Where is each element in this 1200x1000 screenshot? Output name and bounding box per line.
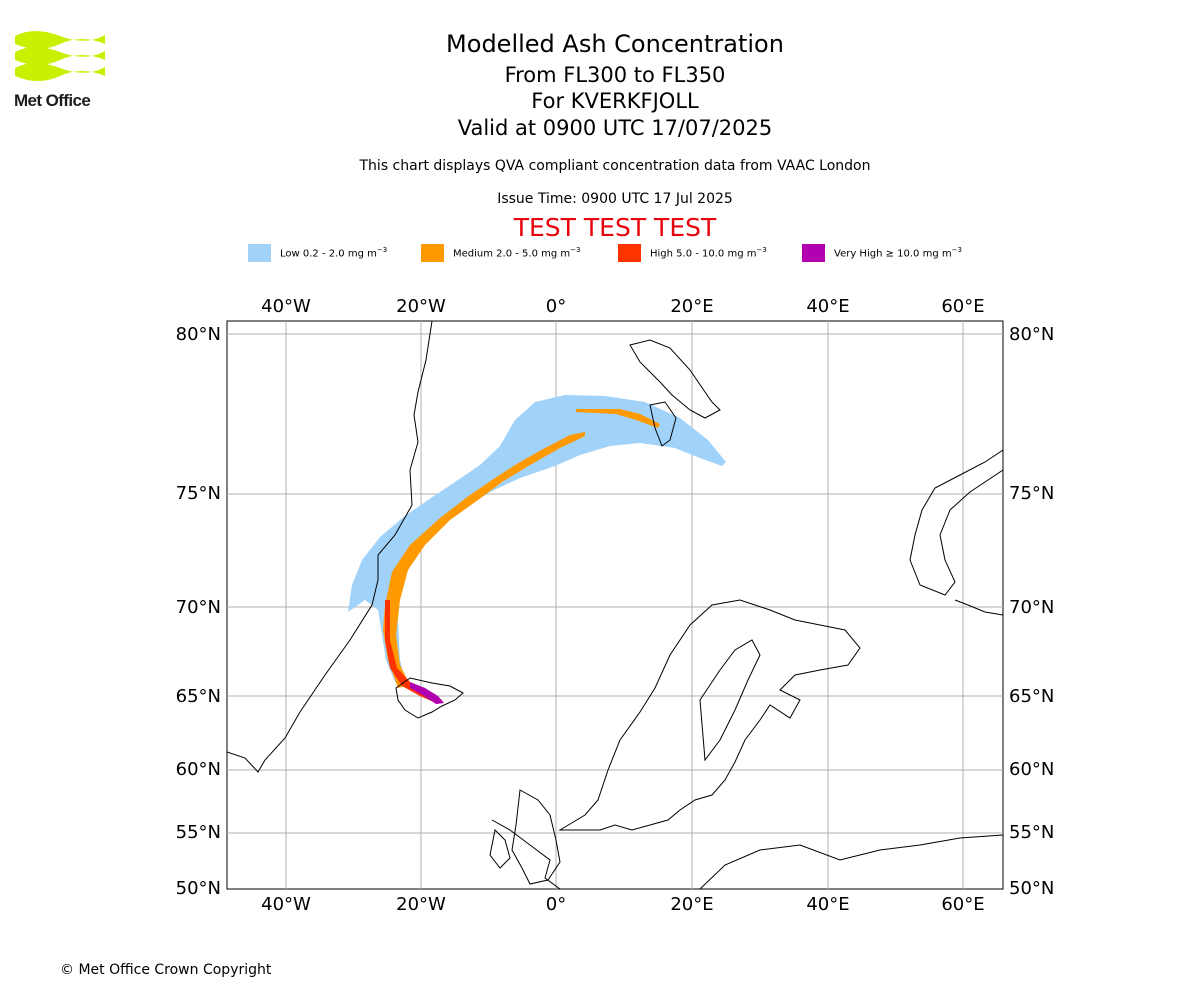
met-office-logo-text: Met Office: [14, 91, 91, 110]
coastlines: [227, 321, 1003, 889]
lon-label-top: 20°E: [670, 296, 713, 317]
legend-swatch-medium: [421, 244, 444, 262]
chart-title: Modelled Ash Concentration: [446, 30, 784, 58]
lon-label-top: 0°: [546, 296, 566, 317]
lon-label-bottom: 20°E: [670, 894, 713, 915]
lon-label-bottom: 40°W: [261, 894, 311, 915]
chart-subtitle: This chart displays QVA compliant concen…: [359, 158, 871, 174]
lat-label-right: 75°N: [1009, 483, 1054, 504]
flight-levels: From FL300 to FL350: [504, 63, 726, 87]
legend-label-high: High 5.0 - 10.0 mg m−3: [650, 246, 767, 260]
lat-labels-left: 80°N 75°N 70°N 65°N 60°N 55°N 50°N: [176, 324, 221, 899]
lat-label-left: 50°N: [176, 878, 221, 899]
lon-label-bottom: 0°: [546, 894, 566, 915]
lat-labels-right: 80°N 75°N 70°N 65°N 60°N 55°N 50°N: [1009, 324, 1054, 899]
lat-label-right: 55°N: [1009, 822, 1054, 843]
lon-label-top: 40°E: [806, 296, 849, 317]
lon-label-bottom: 40°E: [806, 894, 849, 915]
legend-item-high: High 5.0 - 10.0 mg m−3: [618, 244, 767, 262]
valid-time: Valid at 0900 UTC 17/07/2025: [457, 116, 773, 140]
lat-label-left: 80°N: [176, 324, 221, 345]
legend-swatch-very-high: [802, 244, 825, 262]
lon-label-bottom: 60°E: [941, 894, 984, 915]
legend-label-low: Low 0.2 - 2.0 mg m−3: [280, 246, 388, 260]
lat-label-left: 70°N: [176, 597, 221, 618]
lon-labels-bottom: 40°W 20°W 0° 20°E 40°E 60°E: [261, 894, 984, 915]
volcano-name: For KVERKFJOLL: [531, 89, 699, 113]
legend-item-medium: Medium 2.0 - 5.0 mg m−3: [421, 244, 580, 262]
met-office-logo: [15, 31, 105, 81]
lon-labels-top: 40°W 20°W 0° 20°E 40°E 60°E: [261, 296, 984, 317]
lat-label-right: 70°N: [1009, 597, 1054, 618]
lon-label-top: 40°W: [261, 296, 311, 317]
legend-swatch-high: [618, 244, 641, 262]
legend-label-very-high: Very High ≥ 10.0 mg m−3: [834, 246, 962, 260]
issue-time: Issue Time: 0900 UTC 17 Jul 2025: [497, 191, 733, 207]
lat-label-left: 65°N: [176, 686, 221, 707]
lat-label-right: 65°N: [1009, 686, 1054, 707]
lat-label-left: 75°N: [176, 483, 221, 504]
ash-high-plume: [385, 600, 442, 704]
ash-very-high-plume: [410, 682, 444, 704]
ash-medium-streak: [576, 409, 660, 428]
copyright: © Met Office Crown Copyright: [60, 962, 272, 978]
lon-label-bottom: 20°W: [396, 894, 446, 915]
legend-item-low: Low 0.2 - 2.0 mg m−3: [248, 244, 387, 262]
lat-label-left: 55°N: [176, 822, 221, 843]
lat-label-right: 80°N: [1009, 324, 1054, 345]
legend-label-medium: Medium 2.0 - 5.0 mg m−3: [453, 246, 581, 260]
lat-label-right: 60°N: [1009, 759, 1054, 780]
test-banner: TEST TEST TEST: [513, 213, 717, 242]
lon-label-top: 60°E: [941, 296, 984, 317]
lat-label-right: 50°N: [1009, 878, 1054, 899]
legend-item-very-high: Very High ≥ 10.0 mg m−3: [802, 244, 962, 262]
lon-label-top: 20°W: [396, 296, 446, 317]
lat-label-left: 60°N: [176, 759, 221, 780]
legend-swatch-low: [248, 244, 271, 262]
